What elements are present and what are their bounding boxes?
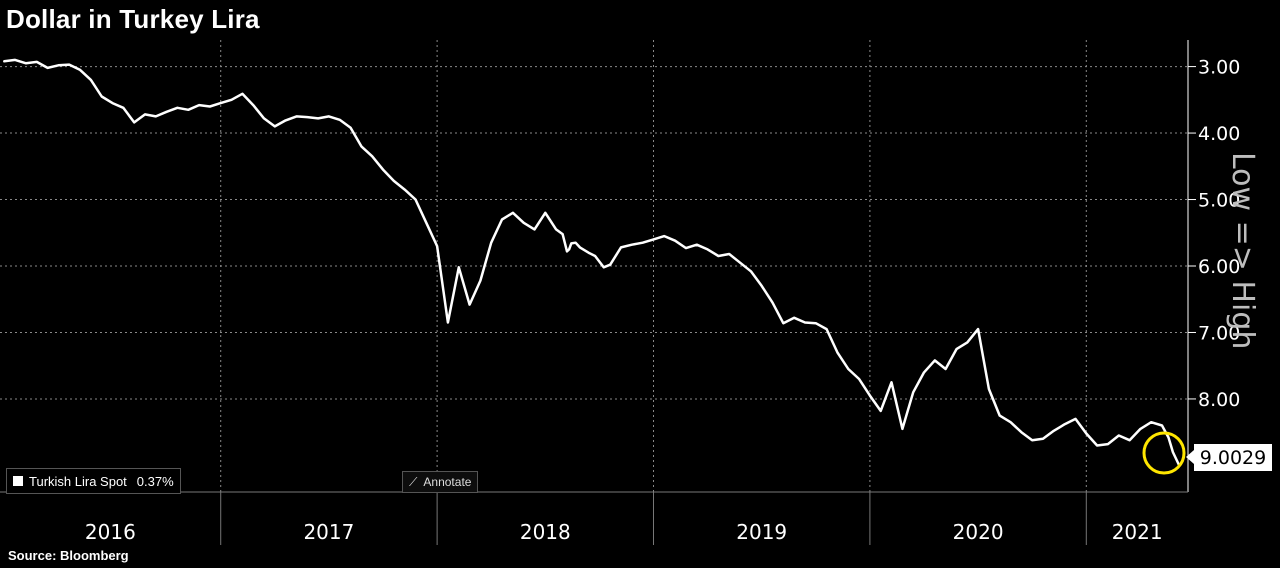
y-tick-label: 3.00 — [1198, 57, 1240, 79]
legend-swatch — [13, 476, 23, 486]
y-tick-label: 6.00 — [1198, 256, 1240, 278]
y-tick-label: 5.00 — [1198, 190, 1240, 212]
last-value-highlight-circle — [1142, 431, 1186, 475]
pen-icon: ⟋ — [409, 474, 418, 489]
source-note: Source: Bloomberg — [8, 548, 129, 563]
annotate-button[interactable]: ⟋ Annotate — [402, 471, 479, 493]
y-tick-label: 4.00 — [1198, 123, 1240, 145]
side-label-low-high: Low => High — [1225, 152, 1260, 349]
y-tick-label: 8.00 — [1198, 389, 1240, 411]
y-axis: 3.00 4.00 5.00 6.00 7.00 8.00 — [1188, 57, 1240, 411]
x-tick-label: 2016 — [85, 520, 136, 544]
last-value-pointer — [1186, 450, 1194, 464]
x-axis: 2016 2017 2018 2019 2020 2021 — [85, 492, 1163, 545]
last-value-label: 9.0029 — [1194, 444, 1272, 471]
x-tick-label: 2019 — [736, 520, 787, 544]
gridlines — [0, 40, 1188, 492]
x-tick-label: 2020 — [953, 520, 1004, 544]
chart-title: Dollar in Turkey Lira — [6, 4, 260, 34]
legend[interactable]: Turkish Lira Spot 0.37% — [6, 468, 181, 494]
series-layer — [3, 58, 1181, 467]
legend-change: 0.37% — [136, 473, 174, 489]
legend-series-label: Turkish Lira Spot — [29, 473, 127, 489]
annotate-label: Annotate — [423, 475, 472, 489]
y-tick-label: 7.00 — [1198, 322, 1240, 344]
series-line-turkish-lira-spot — [3, 58, 1181, 467]
x-tick-label: 2021 — [1112, 520, 1163, 544]
x-tick-label: 2017 — [303, 520, 354, 544]
x-tick-label: 2018 — [520, 520, 571, 544]
